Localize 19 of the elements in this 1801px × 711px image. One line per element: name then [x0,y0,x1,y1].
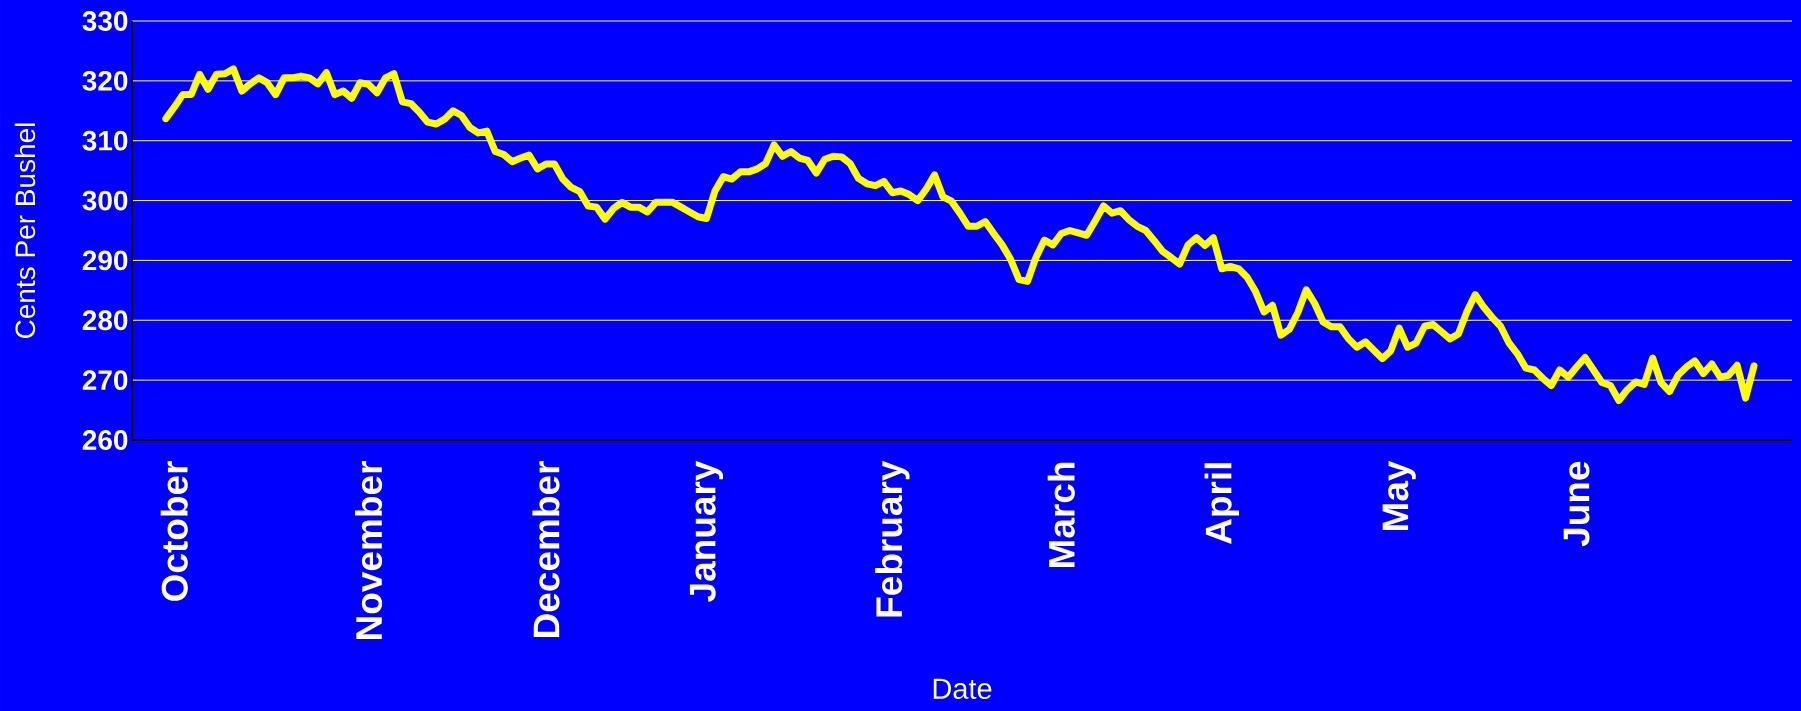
x-tick-label: November [354,461,383,639]
y-tick-label: 260 [82,430,128,450]
y-tick-label: 270 [82,370,128,391]
x-tick-label: December [532,461,560,637]
y-tick-label: 280 [82,310,128,331]
x-tick-label: June [1563,461,1590,547]
y-tick-label: 320 [82,70,128,91]
x-tick-label: April [1204,463,1240,544]
y-tick-label: 310 [82,130,128,151]
x-tick-label: January [689,460,724,602]
y-tick-label: 290 [82,250,128,271]
y-tick-label: 300 [82,190,128,211]
x-tick-label: May [1382,460,1416,531]
x-tick-label: October [160,461,188,601]
x-axis-title: Date [933,678,992,699]
y-tick-label: 330 [82,11,128,31]
x-tick-label: February [875,460,910,617]
x-tick-label: March [1047,462,1075,568]
y-axis-title: Cents Per Bushel [14,123,36,339]
